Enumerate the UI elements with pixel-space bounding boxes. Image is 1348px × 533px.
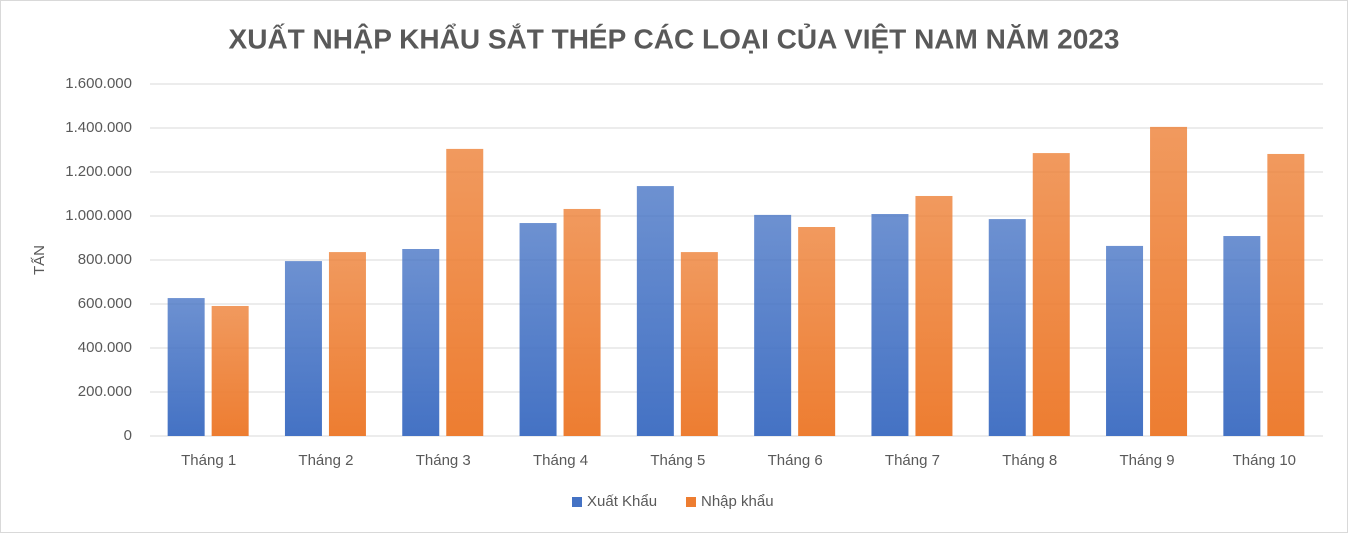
bar: [519, 223, 557, 436]
x-tick-label: Tháng 1: [181, 452, 236, 469]
bar: [446, 148, 484, 436]
bar: [563, 208, 601, 436]
y-tick-label: 1.000.000: [65, 207, 132, 224]
x-tick-label: Tháng 6: [768, 452, 823, 469]
bar: [1267, 153, 1305, 436]
x-tick-label: Tháng 2: [298, 452, 353, 469]
bar: [1223, 236, 1261, 436]
y-tick-label: 0: [124, 427, 132, 444]
bar: [1106, 245, 1144, 436]
y-tick-label: 1.600.000: [65, 75, 132, 92]
y-tick-label: 800.000: [78, 251, 132, 268]
x-tick-label: Tháng 7: [885, 452, 940, 469]
y-tick-label: 600.000: [78, 295, 132, 312]
y-tick-label: 1.200.000: [65, 163, 132, 180]
bar: [798, 227, 836, 436]
legend-label: Xuất Khẩu: [587, 493, 657, 510]
legend-label: Nhập khẩu: [701, 493, 774, 510]
bar: [871, 214, 909, 436]
bar: [915, 195, 953, 436]
x-tick-label: Tháng 5: [650, 452, 705, 469]
x-tick-label: Tháng 4: [533, 452, 588, 469]
legend-swatch: [686, 497, 696, 507]
x-tick-label: Tháng 9: [1120, 452, 1175, 469]
bar: [284, 261, 322, 436]
x-tick-label: Tháng 8: [1002, 452, 1057, 469]
bar: [1150, 126, 1188, 437]
y-axis-label: TẤN: [31, 245, 48, 275]
bar: [328, 252, 366, 436]
y-tick-label: 200.000: [78, 383, 132, 400]
y-tick-label: 1.400.000: [65, 119, 132, 136]
bar: [636, 186, 674, 436]
bar: [211, 305, 249, 436]
bar: [402, 249, 440, 436]
x-tick-label: Tháng 3: [416, 452, 471, 469]
bar: [988, 219, 1026, 436]
chart-title: XUẤT NHẬP KHẨU SẮT THÉP CÁC LOẠI CỦA VIỆ…: [229, 22, 1120, 54]
legend-swatch: [572, 497, 582, 507]
y-tick-label: 400.000: [78, 339, 132, 356]
bar: [1032, 153, 1070, 436]
x-tick-label: Tháng 10: [1233, 452, 1296, 469]
bar: [167, 298, 205, 436]
bar: [754, 214, 792, 436]
bar: [680, 252, 718, 436]
